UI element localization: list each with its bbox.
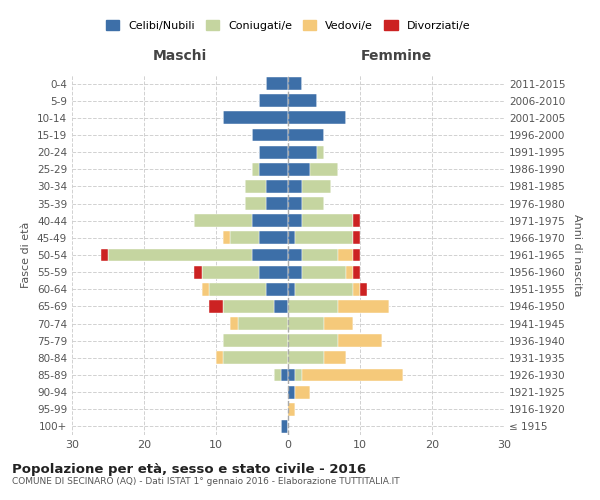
Bar — [288, 403, 295, 415]
Text: Femmine: Femmine — [361, 48, 431, 62]
Bar — [216, 352, 223, 364]
Bar — [288, 77, 302, 90]
Bar — [245, 197, 266, 210]
Bar — [317, 146, 324, 158]
Bar — [288, 214, 302, 227]
Text: COMUNE DI SECINARO (AQ) - Dati ISTAT 1° gennaio 2016 - Elaborazione TUTTITALIA.I: COMUNE DI SECINARO (AQ) - Dati ISTAT 1° … — [12, 478, 400, 486]
Bar — [281, 368, 288, 382]
Bar — [202, 283, 209, 296]
Bar — [295, 386, 310, 398]
Bar — [209, 283, 266, 296]
Bar — [288, 283, 295, 296]
Bar — [223, 334, 288, 347]
Bar — [245, 180, 266, 193]
Bar — [295, 232, 353, 244]
Bar — [259, 163, 288, 175]
Bar — [295, 368, 302, 382]
Bar — [223, 300, 274, 313]
Bar — [324, 352, 346, 364]
Bar — [288, 163, 310, 175]
Bar — [209, 300, 223, 313]
Bar — [288, 352, 324, 364]
Bar — [288, 334, 338, 347]
Bar — [288, 368, 295, 382]
Bar — [302, 197, 324, 210]
Bar — [266, 77, 288, 90]
Bar — [281, 420, 288, 433]
Bar — [252, 214, 288, 227]
Bar — [101, 248, 108, 262]
Bar — [223, 232, 230, 244]
Text: Popolazione per età, sesso e stato civile - 2016: Popolazione per età, sesso e stato civil… — [12, 462, 366, 475]
Y-axis label: Fasce di età: Fasce di età — [22, 222, 31, 288]
Bar — [288, 180, 302, 193]
Bar — [360, 283, 367, 296]
Bar — [288, 266, 302, 278]
Bar — [288, 128, 324, 141]
Bar — [259, 232, 288, 244]
Bar — [288, 197, 302, 210]
Bar — [288, 94, 317, 107]
Bar — [223, 112, 288, 124]
Bar — [266, 180, 288, 193]
Bar — [288, 248, 302, 262]
Y-axis label: Anni di nascita: Anni di nascita — [572, 214, 582, 296]
Bar — [252, 163, 259, 175]
Bar — [338, 300, 389, 313]
Bar — [266, 197, 288, 210]
Bar — [295, 283, 353, 296]
Bar — [302, 368, 403, 382]
Bar — [274, 368, 281, 382]
Bar — [202, 266, 259, 278]
Bar — [302, 248, 338, 262]
Bar — [353, 214, 360, 227]
Bar — [310, 163, 338, 175]
Bar — [194, 214, 252, 227]
Bar — [288, 386, 295, 398]
Bar — [353, 232, 360, 244]
Bar — [259, 94, 288, 107]
Bar — [324, 317, 353, 330]
Bar — [266, 283, 288, 296]
Bar — [288, 146, 317, 158]
Bar — [302, 180, 331, 193]
Bar — [288, 317, 324, 330]
Bar — [353, 266, 360, 278]
Bar — [338, 334, 382, 347]
Bar — [288, 112, 346, 124]
Bar — [238, 317, 288, 330]
Bar — [230, 317, 238, 330]
Bar — [252, 248, 288, 262]
Bar — [223, 352, 288, 364]
Bar — [259, 266, 288, 278]
Bar — [274, 300, 288, 313]
Text: Maschi: Maschi — [153, 48, 207, 62]
Bar — [194, 266, 202, 278]
Bar — [288, 232, 295, 244]
Bar — [302, 266, 346, 278]
Bar — [230, 232, 259, 244]
Bar — [353, 283, 360, 296]
Bar — [338, 248, 353, 262]
Bar — [302, 214, 353, 227]
Bar — [288, 300, 338, 313]
Legend: Celibi/Nubili, Coniugati/e, Vedovi/e, Divorziati/e: Celibi/Nubili, Coniugati/e, Vedovi/e, Di… — [101, 16, 475, 36]
Bar — [346, 266, 353, 278]
Bar — [108, 248, 252, 262]
Bar — [252, 128, 288, 141]
Bar — [259, 146, 288, 158]
Bar — [353, 248, 360, 262]
